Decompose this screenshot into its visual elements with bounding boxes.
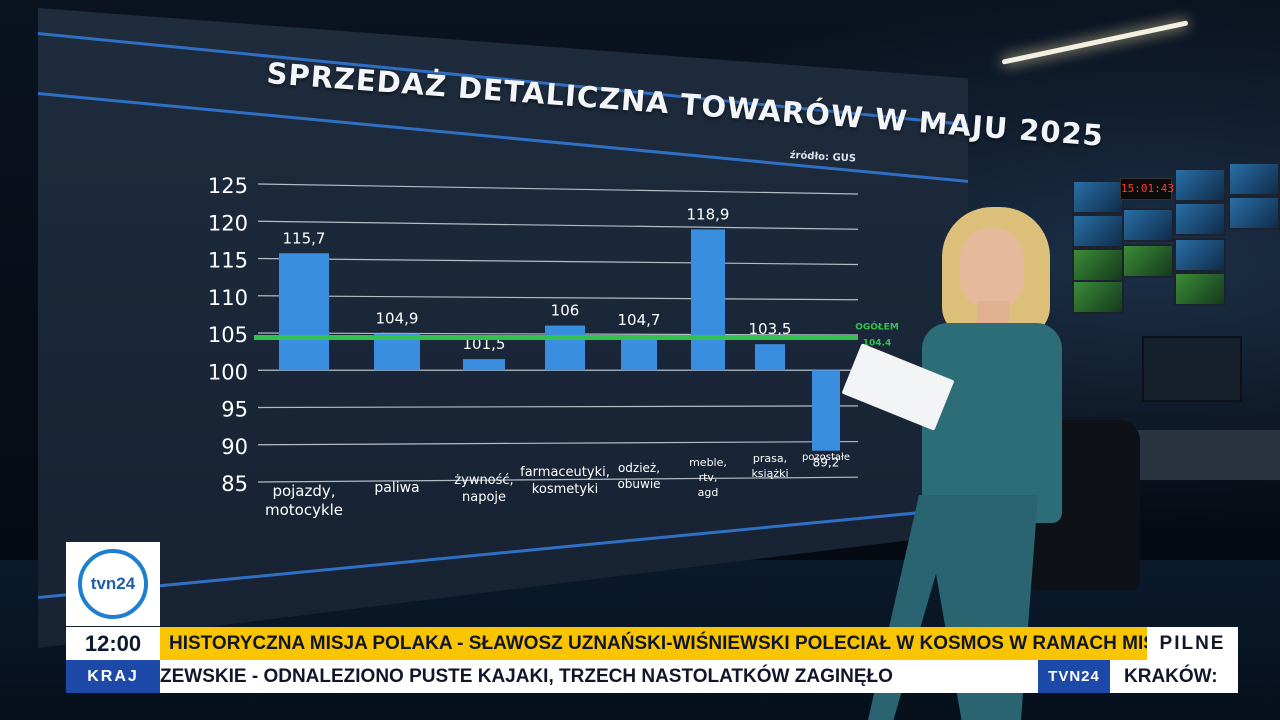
y-tick-label: 105 [208,323,248,347]
studio-monitor [1122,208,1174,242]
bar [691,229,725,371]
ticker-crawl: ZEWSKIE - ODNALEZIONO PUSTE KAJAKI, TRZE… [160,660,1038,693]
y-tick-label: 120 [208,211,248,235]
category-label: pozostałe [802,452,850,463]
y-tick-label: 95 [221,398,248,422]
y-tick-label: 125 [208,174,248,198]
ticker-headline: HISTORYCZNA MISJA POLAKA - SŁAWOSZ UZNAŃ… [160,627,1147,660]
ticker-section: KRAJ [66,660,160,693]
ticker-next-item: KRAKÓW: [1110,660,1238,693]
studio-monitor [1174,238,1226,272]
reference-label: OGÓŁEM [855,320,899,332]
presenter-face [960,227,1024,309]
data-label: 106 [551,302,580,320]
y-tick-label: 100 [208,360,248,384]
category-label: żywność, [454,473,513,488]
data-label: 115,7 [283,229,326,247]
studio-monitor [1122,244,1174,278]
ticker-brand: TVN24 [1038,660,1110,693]
category-label: motocykle [265,501,343,519]
gridline [257,257,859,266]
video-wall [38,8,968,648]
desk-monitor [1142,336,1242,402]
bar [463,359,505,371]
category-label: pojazdy, [272,482,335,500]
studio-monitor [1174,168,1226,202]
data-label: 89,2 [813,456,840,470]
data-label: 103,5 [749,320,792,338]
logo-text: tvn24 [90,574,136,593]
studio-monitor [1072,248,1124,282]
studio-clock: 15:01:43 [1120,178,1174,200]
gridline [257,440,859,446]
bar [545,325,585,371]
logo-ring: tvn24 [78,549,148,619]
category-label: książki [751,467,788,480]
category-label: farmaceutyki, [520,465,610,480]
data-label: 104,9 [376,310,419,328]
studio-monitor [1174,272,1226,306]
y-tick-label: 110 [208,286,248,310]
presenter-torso [922,323,1062,523]
studio-monitor [1228,196,1280,230]
data-label: 118,9 [687,205,730,223]
category-label: kosmetyki [532,482,598,497]
monitor-wall [1068,160,1280,340]
category-label: obuwie [617,477,660,491]
channel-logo: tvn24 [66,542,160,626]
studio-monitor [1174,202,1226,236]
gridline [257,476,859,483]
bar [621,335,657,371]
studio-monitor [1072,180,1124,214]
ticker-time: 12:00 [66,627,160,660]
category-label: prasa, [753,452,787,465]
y-tick-label: 115 [208,249,248,273]
reference-value: 104.4 [863,338,891,348]
bar [812,370,840,451]
y-tick-label: 90 [221,435,248,459]
gridline [257,295,859,301]
category-label: rtv, [699,471,718,484]
bar [279,253,329,371]
category-label: paliwa [374,480,419,496]
gridline [257,220,859,230]
urgent-badge: PILNE [1147,627,1238,660]
gridline [257,183,859,195]
gridline [257,405,859,409]
studio-monitor [1072,214,1124,248]
y-tick-label: 85 [221,472,248,496]
category-label: odzież, [618,461,660,475]
bar [755,344,785,371]
category-label: agd [698,486,719,499]
category-label: meble, [689,456,727,469]
studio-monitor [1228,162,1280,196]
data-label: 104,7 [618,311,661,329]
category-label: napoje [462,490,506,505]
studio-monitor [1072,280,1124,314]
